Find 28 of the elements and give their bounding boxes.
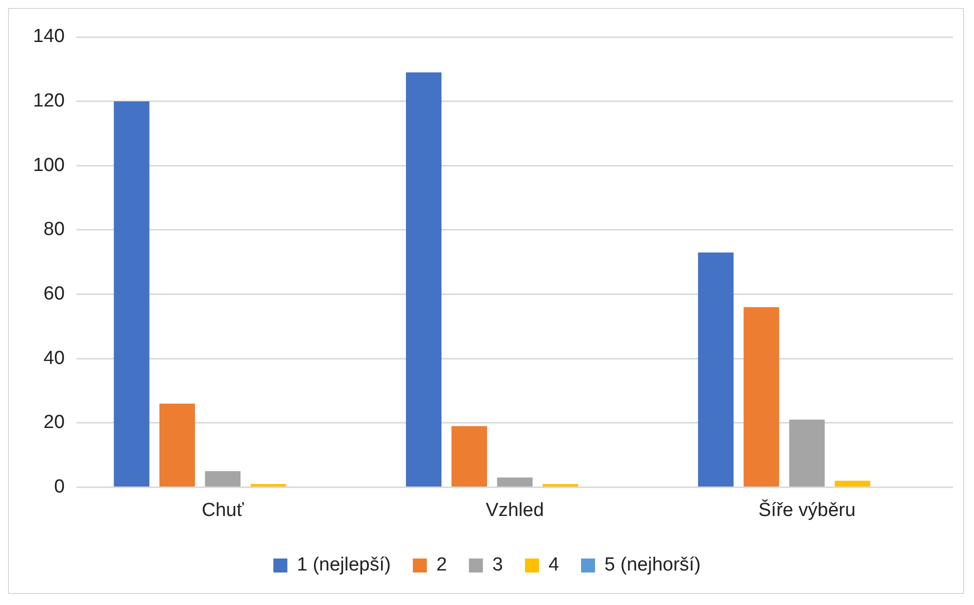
legend-label: 2 — [436, 554, 447, 576]
bar — [159, 404, 195, 486]
y-tick-label: 60 — [44, 283, 65, 304]
y-tick-label: 120 — [33, 90, 65, 112]
bar — [834, 480, 870, 486]
legend-label: 1 (nejlepší) — [296, 554, 391, 576]
x-tick-label: Šíře výběru — [758, 498, 856, 521]
y-tick-label: 20 — [44, 412, 65, 434]
bar — [744, 307, 780, 486]
bar — [542, 484, 578, 486]
y-tick-label: 40 — [44, 348, 65, 369]
legend-label: 3 — [492, 554, 503, 576]
x-tick-label: Chuť — [202, 500, 245, 521]
bar — [114, 101, 150, 486]
bar — [250, 484, 286, 486]
y-tick-label: 80 — [44, 219, 65, 240]
y-tick-label: 140 — [33, 26, 65, 48]
bar — [789, 420, 825, 486]
y-tick-label: 0 — [54, 476, 65, 498]
y-tick-label: 100 — [33, 154, 65, 176]
bar — [204, 471, 241, 486]
bar — [452, 426, 488, 486]
x-tick-label: Vzhled — [486, 500, 544, 521]
legend-label: 4 — [548, 554, 560, 576]
legend-label: 5 (nejhorší) — [604, 554, 701, 576]
bar — [497, 478, 533, 486]
bar — [698, 252, 734, 486]
bar — [406, 72, 442, 486]
